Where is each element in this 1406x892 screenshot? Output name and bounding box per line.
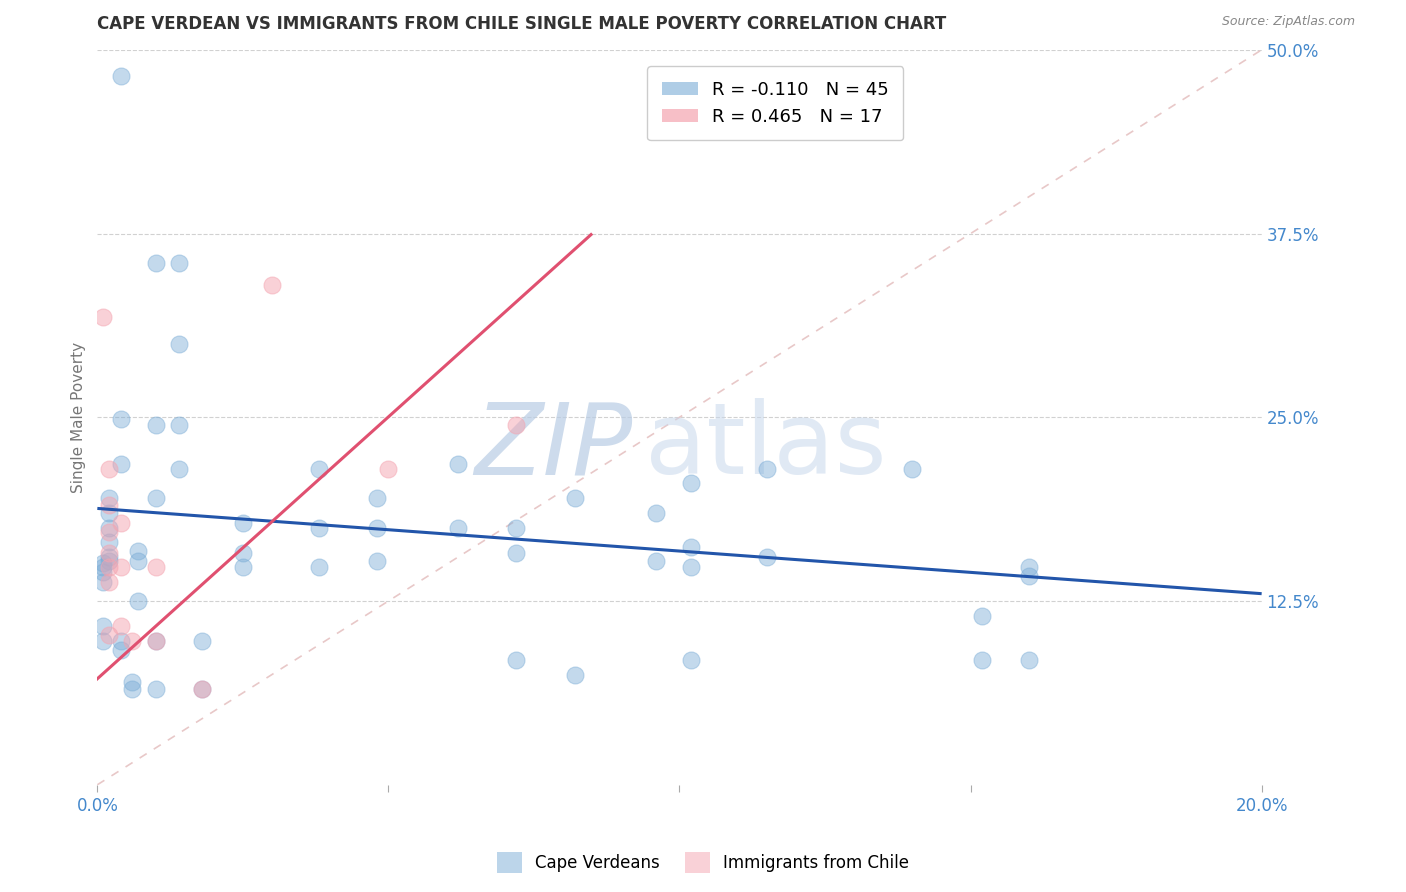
Point (232, 545, 254, 559)
Point (110, 642, 132, 657)
Point (91, 633, 114, 648)
Point (167, 256, 190, 270)
Point (366, 520, 388, 534)
Point (98, 554, 121, 568)
Point (98, 499, 121, 513)
Point (681, 540, 703, 554)
Point (1018, 560, 1040, 574)
Point (121, 682, 143, 697)
Point (145, 491, 167, 505)
Point (308, 560, 330, 574)
Point (98, 549, 121, 564)
Point (127, 594, 149, 608)
Text: Source: ZipAtlas.com: Source: ZipAtlas.com (1222, 15, 1355, 28)
Point (505, 653, 527, 667)
Point (145, 256, 167, 270)
Point (91, 565, 114, 579)
Point (232, 516, 254, 530)
Point (167, 417, 190, 432)
Point (366, 554, 388, 568)
Point (98, 560, 121, 574)
Point (191, 682, 214, 697)
Point (145, 633, 167, 648)
Point (681, 560, 703, 574)
Point (98, 461, 121, 475)
Point (191, 682, 214, 697)
Point (91, 574, 114, 589)
Point (1018, 569, 1040, 583)
Point (98, 628, 121, 642)
Point (681, 653, 703, 667)
Point (110, 411, 132, 425)
Point (145, 633, 167, 648)
Point (145, 560, 167, 574)
Point (447, 520, 470, 534)
Point (110, 70, 132, 84)
Point (127, 544, 149, 558)
Point (1018, 653, 1040, 667)
Point (110, 633, 132, 648)
Point (110, 516, 132, 530)
Point (167, 336, 190, 351)
Point (645, 506, 668, 520)
Point (232, 560, 254, 574)
Point (121, 674, 143, 689)
Point (564, 667, 586, 681)
Y-axis label: Single Male Poverty: Single Male Poverty (72, 342, 86, 493)
Point (505, 417, 527, 432)
Point (308, 520, 330, 534)
Point (755, 549, 778, 564)
Text: CAPE VERDEAN VS IMMIGRANTS FROM CHILE SINGLE MALE POVERTY CORRELATION CHART: CAPE VERDEAN VS IMMIGRANTS FROM CHILE SI… (97, 15, 946, 33)
Point (145, 682, 167, 697)
Point (377, 461, 399, 475)
Point (972, 653, 994, 667)
Point (564, 491, 586, 505)
Point (91, 310, 114, 325)
Point (191, 633, 214, 648)
Point (505, 545, 527, 559)
Point (145, 417, 167, 432)
Point (366, 491, 388, 505)
Point (98, 491, 121, 505)
Point (645, 554, 668, 568)
Point (110, 458, 132, 472)
Point (260, 278, 283, 293)
Point (167, 461, 190, 475)
Point (110, 560, 132, 574)
Point (755, 461, 778, 475)
Point (91, 556, 114, 570)
Point (91, 619, 114, 633)
Point (127, 554, 149, 568)
Point (98, 535, 121, 549)
Point (98, 524, 121, 539)
Point (98, 545, 121, 559)
Text: ZIP: ZIP (475, 398, 633, 495)
Point (505, 520, 527, 534)
Point (901, 461, 924, 475)
Point (972, 608, 994, 623)
Point (121, 633, 143, 648)
Point (308, 461, 330, 475)
Text: atlas: atlas (644, 398, 886, 495)
Point (98, 506, 121, 520)
Point (110, 619, 132, 633)
Point (91, 560, 114, 574)
Point (98, 574, 121, 589)
Point (681, 476, 703, 491)
Point (447, 458, 470, 472)
Legend: R = -0.110   N = 45, R = 0.465   N = 17: R = -0.110 N = 45, R = 0.465 N = 17 (647, 66, 903, 140)
Legend: Cape Verdeans, Immigrants from Chile: Cape Verdeans, Immigrants from Chile (491, 846, 915, 880)
Point (98, 520, 121, 534)
